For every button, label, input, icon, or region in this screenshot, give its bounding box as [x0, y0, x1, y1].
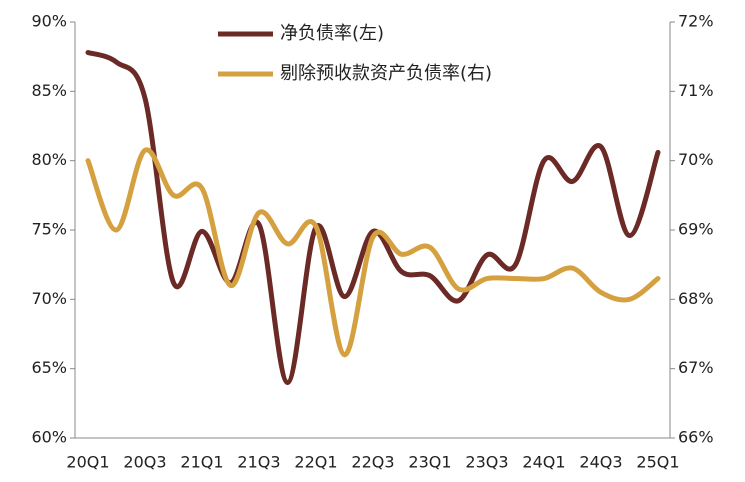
y-tick-label: 90%	[31, 12, 67, 31]
x-tick-label: 20Q3	[123, 453, 166, 472]
y2-tick-label: 71%	[678, 81, 714, 100]
x-tick-label: 20Q1	[66, 453, 109, 472]
x-tick-label: 21Q1	[180, 453, 223, 472]
series-line	[85, 147, 661, 358]
y2-tick-label: 66%	[678, 428, 714, 447]
y-tick-label: 80%	[31, 150, 67, 169]
y2-tick-label: 68%	[678, 289, 714, 308]
y-tick-label: 70%	[31, 289, 67, 308]
y2-tick-label: 69%	[678, 220, 714, 239]
y-tick-label: 60%	[31, 428, 67, 447]
x-tick-label: 23Q3	[465, 453, 508, 472]
legend-label: 剔除预收款资产负债率(右)	[280, 63, 492, 84]
series-line	[85, 50, 661, 386]
x-tick-label: 24Q1	[522, 453, 565, 472]
y-tick-label: 75%	[31, 220, 67, 239]
y-tick-label: 65%	[31, 358, 67, 377]
x-tick-label: 23Q1	[408, 453, 451, 472]
y-tick-label: 85%	[31, 81, 67, 100]
y2-tick-label: 67%	[678, 358, 714, 377]
y2-tick-label: 70%	[678, 150, 714, 169]
x-tick-label: 25Q1	[636, 453, 679, 472]
x-tick-label: 22Q1	[294, 453, 337, 472]
x-tick-label: 22Q3	[351, 453, 394, 472]
x-tick-label: 21Q3	[237, 453, 280, 472]
y2-tick-label: 72%	[678, 12, 714, 31]
legend-label: 净负债率(左)	[280, 23, 384, 44]
x-tick-label: 24Q3	[579, 453, 622, 472]
